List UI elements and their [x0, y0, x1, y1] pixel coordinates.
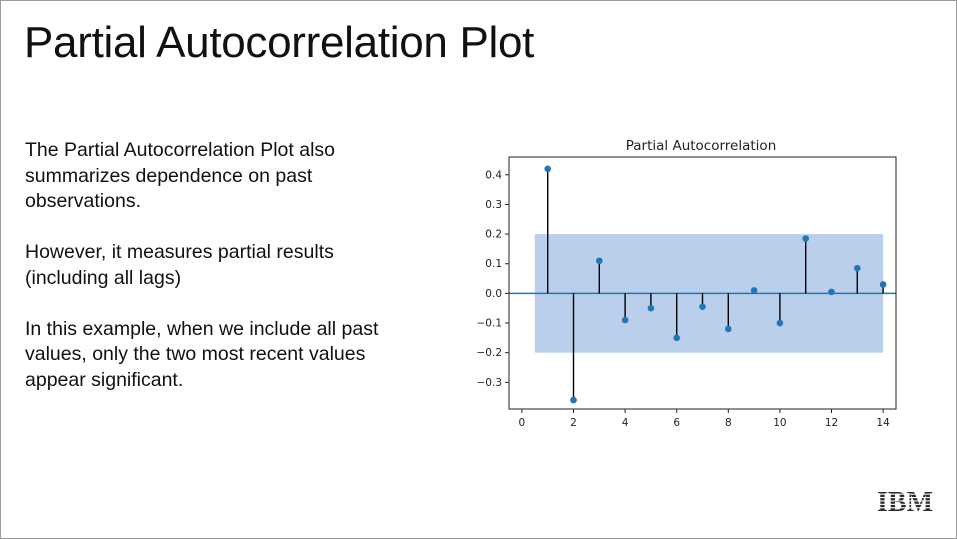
y-tick-label: 0.2 — [485, 229, 502, 241]
y-tick-label: −0.1 — [477, 318, 503, 330]
x-tick-label: 4 — [622, 417, 629, 429]
x-tick-label: 0 — [519, 417, 526, 429]
y-tick-label: −0.2 — [477, 347, 503, 359]
stem-marker — [854, 264, 861, 272]
stem-marker — [699, 303, 706, 311]
y-tick-label: 0.1 — [485, 258, 502, 270]
paragraph-1: The Partial Autocorrelation Plot also su… — [25, 139, 336, 212]
stem-marker — [570, 396, 577, 404]
stem-marker — [647, 304, 655, 312]
chart-title: Partial Autocorrelation — [626, 138, 777, 154]
plot-area: −0.3 −0.2 −0.1 0.0 0.1 0.2 0.3 0.4 0 2 4 6 8 10 12 14 — [477, 156, 897, 429]
plot-frame — [508, 156, 897, 410]
y-tick-label: 0.0 — [485, 288, 502, 300]
stem-marker — [673, 334, 680, 342]
stem-marker — [802, 235, 809, 242]
slide-title: Partial Autocorrelation Plot — [24, 18, 535, 67]
ibm-logo: IBM — [877, 488, 933, 514]
slide-body: The Partial Autocorrelation Plot also su… — [25, 138, 405, 419]
y-tick-label: 0.4 — [485, 169, 502, 181]
x-tick-label: 6 — [673, 417, 680, 429]
y-tick-label: 0.3 — [485, 199, 502, 211]
stem-marker — [828, 288, 835, 296]
pacf-chart: Partial Autocorrelation −0.3 −0.2 −0.1 0.0 0… — [477, 138, 897, 429]
stem-marker — [544, 165, 551, 173]
y-tick-label: −0.3 — [477, 377, 503, 389]
x-tick-label: 8 — [725, 417, 732, 429]
stem-marker — [879, 281, 887, 288]
x-tick-label: 2 — [570, 417, 577, 429]
paragraph-2: However, it measures partial results (in… — [25, 241, 334, 289]
stem-marker — [596, 257, 603, 265]
x-tick-label: 10 — [773, 417, 786, 429]
stem-marker — [725, 325, 732, 333]
stem-marker — [621, 316, 629, 324]
paragraph-3: In this example, when we include all pas… — [25, 317, 379, 391]
stem-marker — [776, 319, 784, 327]
stem-marker — [750, 287, 758, 294]
x-tick-label: 14 — [876, 417, 890, 429]
x-tick-label: 12 — [825, 417, 838, 429]
